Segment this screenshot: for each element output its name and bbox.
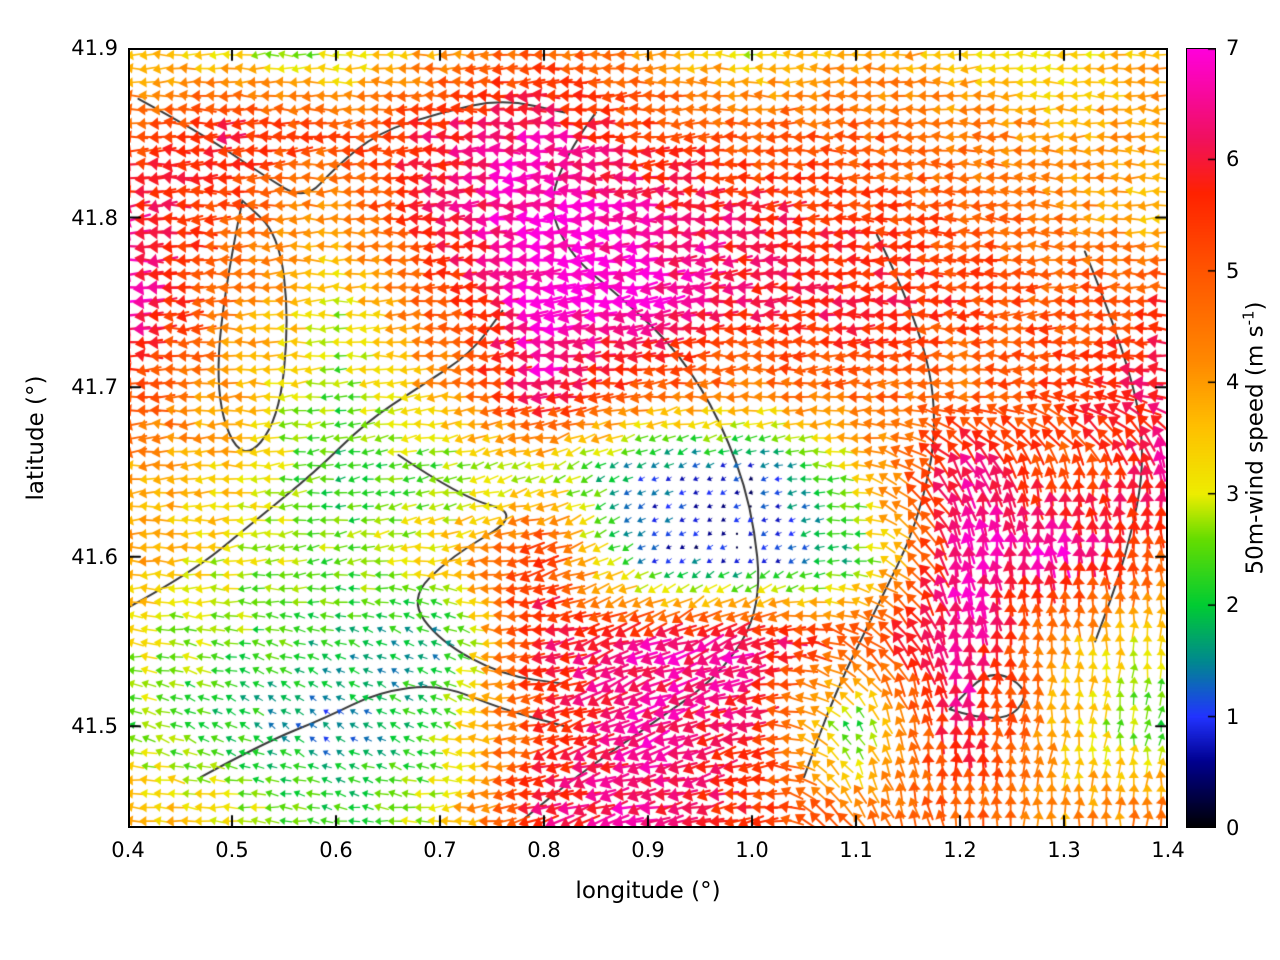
x-tick-label: 1.4 (1151, 838, 1185, 862)
colorbar-tick-label: 3 (1226, 481, 1240, 506)
colorbar-tick-label: 0 (1226, 816, 1240, 840)
x-tick-label: 0.9 (631, 838, 665, 862)
x-axis-label: longitude (°) (575, 878, 720, 904)
x-tick-label: 0.4 (111, 838, 145, 862)
x-tick-label: 1.3 (1047, 838, 1081, 862)
colorbar-tick-label: 7 (1226, 36, 1240, 60)
plot-area (128, 48, 1168, 828)
colorbar-tick-label: 6 (1226, 147, 1240, 172)
colorbar-tick-label: 1 (1226, 704, 1240, 729)
wind-quiver-canvas (128, 48, 1168, 828)
colorbar-tick-label: 2 (1226, 593, 1240, 618)
x-tick-label: 0.7 (423, 838, 457, 862)
colorbar (1186, 48, 1216, 828)
colorbar-label-suffix: ) (1242, 301, 1269, 311)
colorbar-tick-label: 5 (1226, 258, 1240, 283)
colorbar-label-text: 50m-wind speed (m s (1242, 325, 1269, 575)
y-tick-label: 41.8 (71, 205, 118, 230)
y-tick-label: 41.6 (71, 544, 118, 569)
x-axis-label-text: longitude (°) (575, 878, 721, 904)
x-tick-label: 0.6 (319, 838, 353, 862)
y-tick-label: 41.7 (71, 375, 118, 400)
colorbar-label-sup: -1 (1239, 310, 1258, 326)
x-tick-label: 0.8 (527, 838, 561, 862)
x-tick-label: 0.5 (215, 838, 249, 862)
colorbar-label: 50m-wind speed (m s-1) (1240, 301, 1269, 574)
y-tick-label: 41.9 (71, 36, 118, 60)
x-tick-label: 1.1 (839, 838, 873, 862)
colorbar-tick-label: 4 (1226, 370, 1240, 395)
y-tick-label: 41.5 (71, 714, 118, 739)
x-tick-label: 1.2 (943, 838, 977, 862)
colorbar-gradient (1186, 48, 1216, 828)
x-tick-label: 1.0 (735, 838, 769, 862)
